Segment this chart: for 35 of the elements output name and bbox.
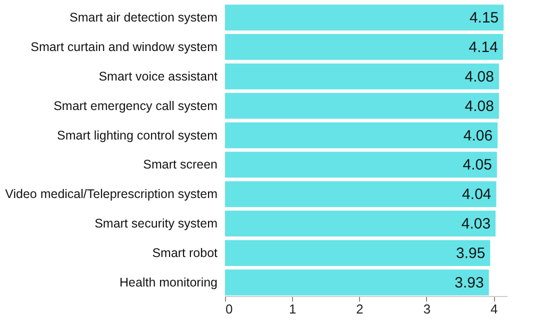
y-tick-label: Smart security system [94,216,218,231]
y-tick-label: Smart air detection system [70,10,218,25]
bar [225,181,496,208]
data-label: 4.15 [469,10,499,27]
y-tick-label: Smart emergency call system [54,98,218,113]
bar [225,210,496,237]
y-tick-label: Health monitoring [120,275,218,290]
data-label: 4.14 [468,38,498,56]
data-label: 4.08 [464,98,494,115]
x-tick-label: 0 [226,302,233,316]
x-tick-label: 2 [356,302,364,316]
y-tick-label: Video medical/Teleprescription system [5,187,218,202]
data-label: 4.05 [462,156,492,174]
data-label: 4.03 [461,216,491,233]
x-tick-label: 1 [289,302,296,316]
y-tick-label: Smart curtain and window system [30,40,218,54]
bar [225,122,498,148]
bar [225,63,499,90]
data-label: 4.08 [464,68,494,86]
bar [225,4,504,30]
y-tick-label: Smart robot [152,246,218,260]
x-tick-label: 3 [423,302,431,316]
bar [225,152,497,178]
x-tick-label: 4 [490,302,498,316]
bar [225,240,490,266]
y-tick-label: Smart lighting control system [57,128,218,142]
data-label: 4.06 [463,127,493,144]
bar [225,270,489,296]
data-label: 4.04 [462,186,492,204]
bar [225,34,503,60]
data-label: 3.95 [456,245,486,262]
y-tick-label: Smart voice assistant [98,69,218,84]
y-tick-label: Smart screen [143,158,218,172]
bar [225,92,499,119]
data-label: 3.93 [454,274,484,292]
